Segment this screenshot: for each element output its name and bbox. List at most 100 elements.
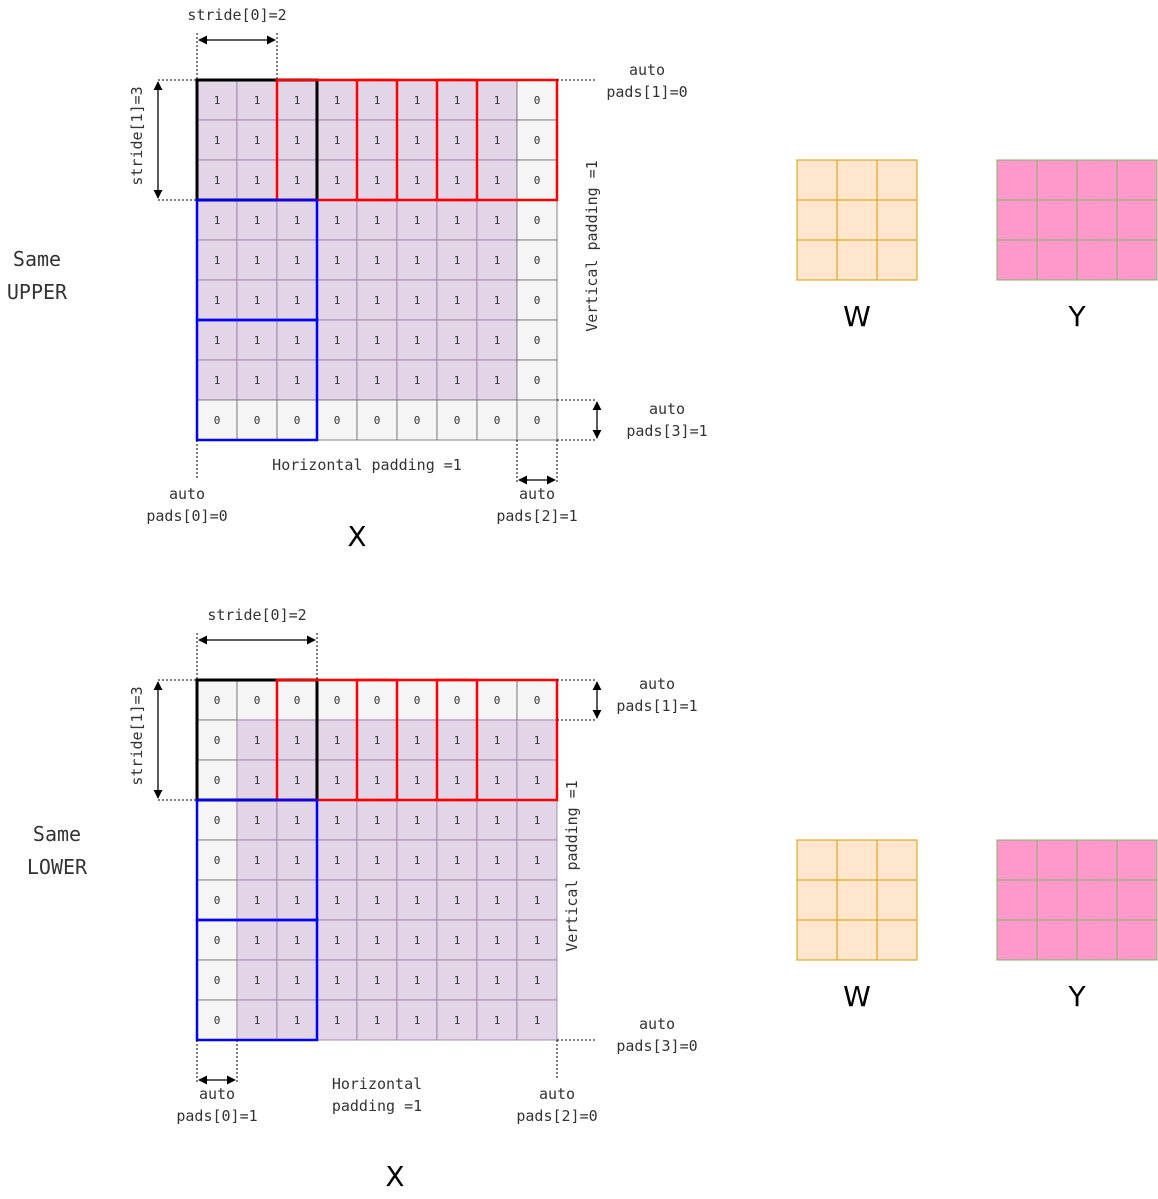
y-cell (996, 879, 1038, 921)
grid-cell: 0 (516, 199, 558, 241)
grid-cell-value: 1 (294, 174, 301, 187)
grid-cell-value: 1 (214, 134, 221, 147)
grid-cell: 1 (476, 159, 518, 201)
grid-cell: 1 (316, 319, 358, 361)
grid-cell: 1 (356, 719, 398, 761)
grid-cell: 1 (516, 839, 558, 881)
grid-cell: 0 (196, 759, 238, 801)
w-cell (876, 159, 918, 201)
grid-cell-value: 1 (254, 734, 261, 747)
grid-cell: 1 (276, 199, 318, 241)
grid-cell: 1 (276, 159, 318, 201)
grid-cell-value: 1 (294, 374, 301, 387)
grid-cell-value: 0 (294, 694, 301, 707)
lower-pads0-line1: auto (199, 1085, 235, 1103)
grid-cell: 1 (396, 919, 438, 961)
grid-cell: 0 (476, 679, 518, 721)
grid-cell-value: 1 (254, 294, 261, 307)
grid-cell: 1 (236, 119, 278, 161)
grid-cell: 0 (436, 679, 478, 721)
upper-pads1-line2: pads[1]=0 (606, 83, 687, 101)
upper-horizontal-padding-label: Horizontal padding =1 (272, 456, 462, 474)
grid-cell-value: 1 (294, 294, 301, 307)
grid-cell: 1 (276, 839, 318, 881)
lower-pads0-line2: pads[0]=1 (176, 1107, 257, 1125)
grid-cell: 0 (516, 79, 558, 121)
grid-cell-value: 1 (294, 334, 301, 347)
grid-cell: 1 (356, 319, 398, 361)
grid-cell-value: 1 (374, 1014, 381, 1027)
grid-cell: 1 (276, 319, 318, 361)
grid-cell-value: 1 (254, 374, 261, 387)
grid-cell: 1 (356, 999, 398, 1041)
grid-cell-value: 1 (374, 934, 381, 947)
grid-cell-value: 1 (494, 334, 501, 347)
y-cell (1036, 879, 1078, 921)
grid-cell: 1 (316, 719, 358, 761)
upper-mode-line2: UPPER (7, 280, 68, 304)
grid-cell: 1 (436, 959, 478, 1001)
grid-cell-value: 1 (374, 894, 381, 907)
grid-cell-value: 1 (334, 1014, 341, 1027)
grid-cell-value: 1 (534, 774, 541, 787)
grid-cell: 1 (356, 359, 398, 401)
grid-cell: 0 (516, 159, 558, 201)
grid-cell-value: 1 (534, 974, 541, 987)
grid-cell: 1 (476, 879, 518, 921)
grid-cell: 1 (356, 759, 398, 801)
grid-cell: 1 (476, 319, 518, 361)
upper-y-grid (996, 159, 1158, 281)
grid-cell: 0 (516, 279, 558, 321)
y-cell (1116, 159, 1158, 201)
grid-cell: 0 (196, 919, 238, 961)
grid-cell-value: 1 (214, 254, 221, 267)
grid-cell-value: 1 (374, 374, 381, 387)
grid-cell: 1 (396, 799, 438, 841)
grid-cell-value: 1 (454, 294, 461, 307)
grid-cell-value: 1 (494, 134, 501, 147)
y-cell (996, 839, 1038, 881)
grid-cell-value: 1 (334, 254, 341, 267)
grid-cell: 1 (276, 119, 318, 161)
lower-pads2-line1: auto (539, 1085, 575, 1103)
w-cell (796, 199, 838, 241)
upper-w-label: W (843, 300, 871, 333)
upper-vertical-padding-label: Vertical padding =1 (583, 160, 601, 332)
grid-cell-value: 1 (414, 734, 421, 747)
grid-cell-value: 1 (494, 734, 501, 747)
grid-cell-value: 1 (254, 774, 261, 787)
grid-cell-value: 0 (254, 694, 261, 707)
grid-cell: 0 (276, 399, 318, 441)
grid-cell: 1 (356, 959, 398, 1001)
grid-cell: 1 (516, 799, 558, 841)
grid-cell: 1 (436, 79, 478, 121)
grid-cell: 0 (356, 399, 398, 441)
grid-cell: 1 (396, 79, 438, 121)
lower-w-grid (796, 839, 918, 961)
grid-cell-value: 1 (414, 94, 421, 107)
grid-cell: 1 (316, 119, 358, 161)
grid-cell-value: 1 (334, 814, 341, 827)
grid-cell-value: 1 (334, 974, 341, 987)
grid-cell: 1 (516, 919, 558, 961)
y-cell (1036, 199, 1078, 241)
grid-cell: 1 (476, 999, 518, 1041)
grid-cell-value: 1 (294, 894, 301, 907)
grid-cell-value: 1 (534, 734, 541, 747)
grid-cell: 1 (196, 279, 238, 321)
grid-cell: 1 (276, 919, 318, 961)
grid-cell-value: 1 (414, 334, 421, 347)
lower-w-label: W (843, 980, 871, 1013)
grid-cell: 1 (196, 199, 238, 241)
grid-cell: 1 (476, 279, 518, 321)
grid-cell-value: 1 (294, 774, 301, 787)
grid-cell: 1 (396, 239, 438, 281)
grid-cell: 1 (276, 879, 318, 921)
y-cell (1076, 879, 1118, 921)
grid-cell: 1 (276, 759, 318, 801)
w-cell (836, 839, 878, 881)
grid-cell-value: 0 (214, 734, 221, 747)
y-cell (1076, 919, 1118, 961)
grid-cell-value: 0 (534, 134, 541, 147)
